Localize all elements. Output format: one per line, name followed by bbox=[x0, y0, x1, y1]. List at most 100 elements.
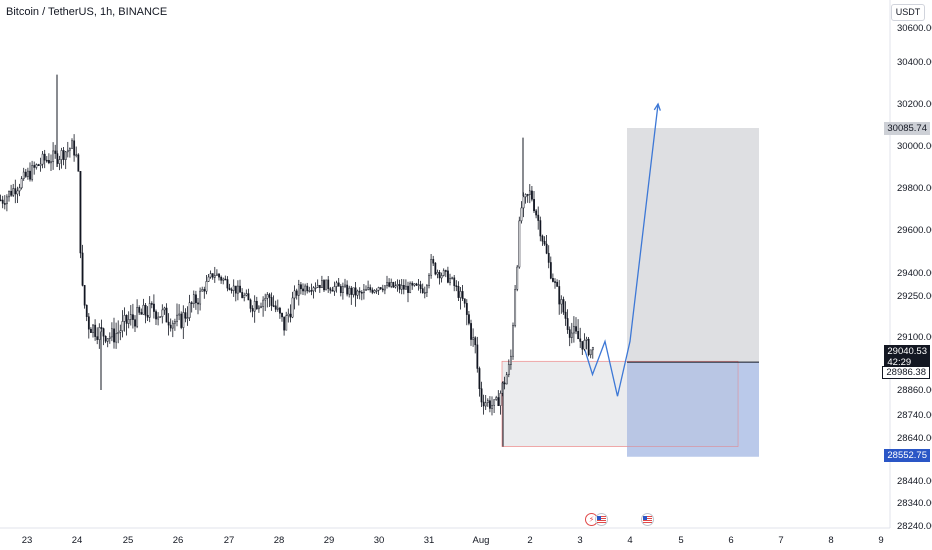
candle-body bbox=[171, 322, 174, 329]
candle-body bbox=[375, 290, 378, 292]
candle-body bbox=[64, 151, 67, 160]
x-tick-label: 3 bbox=[577, 535, 582, 546]
candle-body bbox=[247, 293, 250, 301]
candle-body bbox=[430, 259, 433, 276]
candle-body bbox=[463, 298, 466, 304]
candle-body bbox=[388, 282, 391, 287]
candle-body bbox=[560, 299, 563, 305]
candle-body bbox=[129, 314, 132, 320]
candle-body bbox=[591, 346, 594, 351]
candle-body bbox=[253, 300, 256, 312]
candle-body bbox=[348, 287, 351, 295]
candle-body bbox=[22, 171, 25, 179]
candle-body bbox=[587, 338, 590, 356]
candle-body bbox=[400, 284, 403, 290]
candle-body bbox=[232, 285, 235, 291]
candle-body bbox=[161, 309, 164, 317]
x-tick-label: 30 bbox=[374, 535, 385, 546]
candle-body bbox=[342, 286, 344, 293]
candle-body bbox=[216, 273, 218, 276]
candle-body bbox=[327, 279, 330, 289]
candle-body bbox=[489, 400, 491, 409]
candle-body bbox=[92, 324, 94, 333]
overlap-zone bbox=[627, 362, 738, 447]
x-tick-label: Aug bbox=[473, 535, 490, 546]
candle-body bbox=[159, 316, 162, 318]
y-tick-label: 28640.00 bbox=[897, 433, 932, 444]
candle-body bbox=[132, 314, 134, 320]
candle-body bbox=[73, 140, 76, 156]
candle-body bbox=[321, 280, 323, 289]
candle-body bbox=[174, 321, 176, 324]
candle-body bbox=[474, 337, 477, 346]
candle-body bbox=[535, 210, 538, 216]
candle-body bbox=[384, 285, 386, 291]
candle-body bbox=[205, 281, 208, 292]
candle-body bbox=[386, 282, 388, 287]
candle-body bbox=[119, 330, 122, 333]
candle-body bbox=[58, 159, 61, 164]
y-tick-label: 28240.00 bbox=[897, 521, 932, 532]
candle-body bbox=[447, 270, 449, 283]
candle-body bbox=[155, 311, 157, 320]
candle-body bbox=[495, 397, 498, 400]
candle-body bbox=[274, 305, 277, 310]
lightning-icon[interactable]: ⚡ bbox=[585, 513, 598, 526]
candle-body bbox=[310, 290, 313, 292]
candle-body bbox=[35, 164, 38, 168]
candle-body bbox=[0, 199, 2, 202]
candle-body bbox=[268, 294, 271, 298]
candle-body bbox=[169, 324, 172, 329]
candle-body bbox=[510, 355, 512, 365]
candle-body bbox=[180, 313, 183, 328]
x-tick-label: 28 bbox=[274, 535, 285, 546]
candle-body bbox=[8, 190, 10, 198]
candle-body bbox=[335, 282, 338, 287]
candle-body bbox=[283, 316, 286, 331]
y-tick-label: 30200.00 bbox=[897, 99, 932, 110]
candle-body bbox=[459, 291, 462, 298]
x-tick-label: 31 bbox=[424, 535, 435, 546]
candle-body bbox=[75, 154, 78, 157]
candle-body bbox=[81, 252, 84, 286]
candle-body bbox=[526, 194, 529, 196]
y-tick-label: 30400.00 bbox=[897, 57, 932, 68]
y-tick-label: 29250.00 bbox=[897, 291, 932, 302]
candle-body bbox=[39, 163, 42, 166]
candle-body bbox=[115, 333, 118, 343]
candle-body bbox=[279, 307, 281, 314]
candle-body bbox=[41, 153, 44, 165]
candle-body bbox=[379, 287, 382, 290]
candle-body bbox=[83, 285, 86, 306]
us-flag-icon[interactable] bbox=[595, 513, 608, 526]
candle-body bbox=[381, 288, 384, 291]
current-price-value: 29040.53 bbox=[887, 346, 927, 357]
candle-body bbox=[493, 399, 496, 406]
candle-body bbox=[407, 285, 409, 293]
candle-body bbox=[562, 299, 565, 313]
candle-body bbox=[369, 287, 372, 291]
candle-body bbox=[514, 289, 517, 326]
candle-body bbox=[295, 290, 298, 296]
y-tick-label: 30600.00 bbox=[897, 23, 932, 34]
candle-body bbox=[537, 214, 540, 221]
candle-body bbox=[43, 153, 46, 161]
us-flag-icon[interactable] bbox=[641, 513, 654, 526]
x-tick-label: 26 bbox=[173, 535, 184, 546]
candle-body bbox=[197, 302, 199, 305]
candle-body bbox=[491, 404, 493, 409]
candle-body bbox=[285, 315, 288, 331]
candle-body bbox=[522, 196, 525, 209]
candle-body bbox=[468, 314, 470, 324]
candle-body bbox=[6, 196, 8, 205]
candle-body bbox=[60, 150, 63, 160]
candle-body bbox=[417, 284, 420, 286]
bar-countdown: 42:29 bbox=[887, 357, 912, 368]
y-tick-label: 29800.00 bbox=[897, 183, 932, 194]
candle-body bbox=[337, 282, 340, 287]
candle-body bbox=[241, 292, 244, 298]
currency-button[interactable]: USDT bbox=[891, 4, 925, 21]
candle-body bbox=[52, 150, 55, 163]
candle-body bbox=[237, 285, 239, 294]
